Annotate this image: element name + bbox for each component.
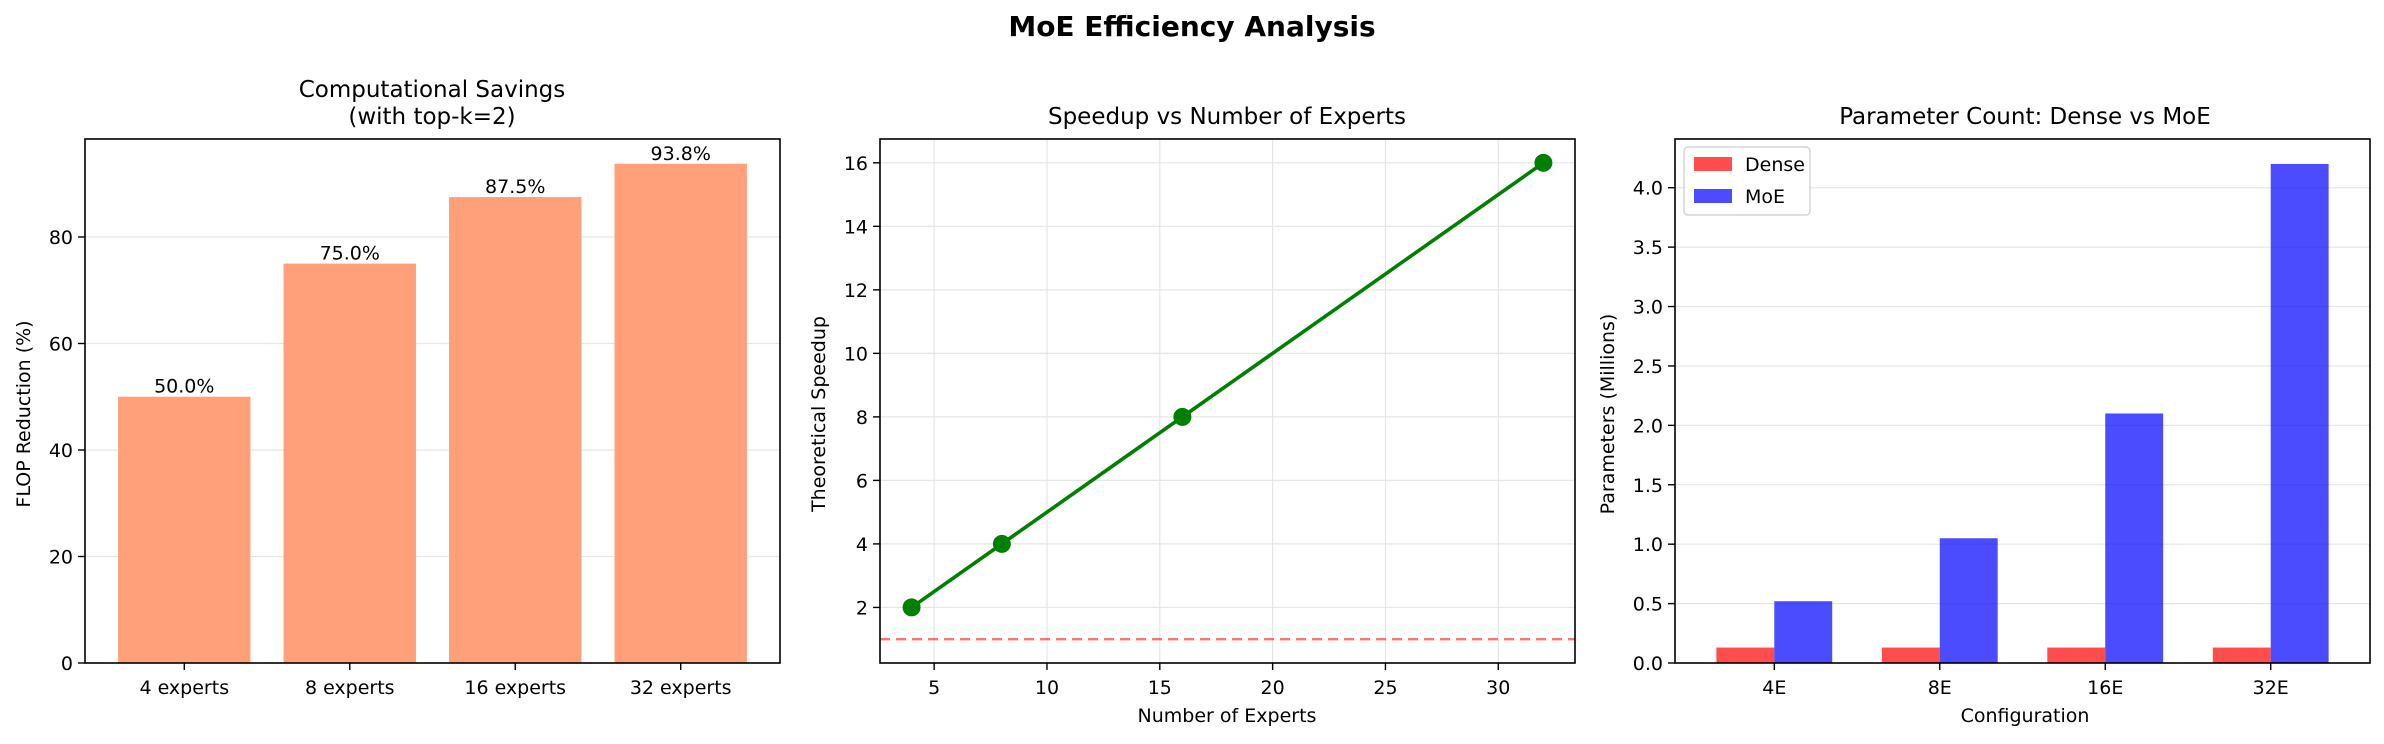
panel2-title: Speedup vs Number of Experts — [1048, 104, 1406, 130]
panel3-ytick-label: 0.0 — [1633, 653, 1663, 675]
panel2-ytick-label: 16 — [844, 153, 868, 175]
panel2-data-point — [902, 598, 921, 617]
panel3-ytick-label: 3.0 — [1633, 297, 1663, 319]
panel2-xtick-label: 15 — [1148, 677, 1172, 699]
panel1-bar-value-label: 50.0% — [154, 376, 214, 398]
panel3-xlabel: Configuration — [1961, 705, 2090, 727]
panel1-xtick-label: 32 experts — [630, 677, 732, 699]
panel3-ytick-label: 3.5 — [1633, 237, 1663, 259]
legend-label-dense: Dense — [1745, 154, 1805, 176]
panel3-xtick-label: 4E — [1762, 677, 1786, 699]
panel1-bar — [118, 396, 251, 663]
panel3-bar-dense — [1881, 647, 1940, 663]
panel3-bar-moe — [1939, 538, 1998, 663]
panel3-ytick-label: 4.0 — [1633, 178, 1663, 200]
panel3-bar-moe — [2105, 413, 2164, 663]
panel-computational-savings: Computational Savings (with top-k=2) FLO… — [13, 77, 781, 699]
panel1-bar-value-label: 93.8% — [651, 143, 711, 165]
panel1-title-line1: Computational Savings — [299, 77, 566, 103]
panel2-xtick-label: 20 — [1261, 677, 1285, 699]
panel1-bar-value-label: 75.0% — [320, 243, 380, 265]
panel2-ytick-label: 14 — [844, 216, 868, 238]
panel3-bar-moe — [1774, 601, 1833, 663]
panel1-xtick-label: 4 experts — [139, 677, 229, 699]
panel3-ytick-label: 2.5 — [1633, 356, 1663, 378]
panel2-ytick-label: 2 — [856, 597, 868, 619]
panel2-xtick-label: 10 — [1035, 677, 1059, 699]
panel-speedup: Speedup vs Number of Experts Theoretical… — [808, 104, 1576, 727]
panel3-ytick-label: 2.0 — [1633, 415, 1663, 437]
panel2-ytick-label: 8 — [856, 407, 868, 429]
panel3-ylabel: Parameters (Millions) — [1597, 314, 1619, 515]
panel2-ytick-label: 12 — [844, 280, 868, 302]
panel2-data-point — [1173, 407, 1192, 426]
panel3-xtick-label: 32E — [2253, 677, 2289, 699]
panel2-ylabel: Theoretical Speedup — [808, 316, 830, 513]
legend-label-moe: MoE — [1745, 186, 1785, 208]
panel1-ytick-label: 20 — [49, 546, 73, 568]
panel2-speedup-line — [910, 161, 1545, 609]
panel1-bar — [283, 263, 416, 663]
panel3-bar-dense — [1716, 647, 1775, 663]
panel2-ytick-label: 10 — [844, 343, 868, 365]
panel3-bar-moe — [2270, 163, 2329, 663]
panel1-ylabel: FLOP Reduction (%) — [13, 320, 35, 507]
panel2-ytick-label: 6 — [856, 470, 868, 492]
panel3-axes-frame — [1674, 138, 2371, 664]
panel-parameter-count: Parameter Count: Dense vs MoE Parameters… — [1597, 104, 2371, 727]
panel1-bar — [449, 197, 582, 663]
panel2-xtick-label: 25 — [1373, 677, 1397, 699]
panel3-ytick-label: 0.5 — [1633, 594, 1663, 616]
panel1-ytick-label: 0 — [61, 653, 73, 675]
panel1-ytick-label: 40 — [49, 440, 73, 462]
panel3-xtick-label: 8E — [1928, 677, 1952, 699]
panel1-axes-frame — [84, 138, 781, 664]
panel1-ytick-label: 60 — [49, 333, 73, 355]
panel3-bar-dense — [2212, 647, 2271, 663]
panel3-legend: Dense MoE — [1683, 146, 1811, 216]
panel1-title-line2: (with top-k=2) — [348, 104, 515, 130]
panel2-xtick-label: 30 — [1486, 677, 1510, 699]
panel2-xtick-label: 5 — [928, 677, 940, 699]
panel2-ytick-label: 4 — [856, 534, 868, 556]
panel1-ytick-label: 80 — [49, 227, 73, 249]
panel2-data-point — [992, 534, 1011, 553]
panel3-ytick-label: 1.5 — [1633, 475, 1663, 497]
panel2-axes-frame — [879, 138, 1576, 664]
panel3-ytick-label: 1.0 — [1633, 534, 1663, 556]
panel1-bar-value-label: 87.5% — [485, 176, 545, 198]
panel3-title: Parameter Count: Dense vs MoE — [1839, 104, 2211, 130]
legend-swatch-dense — [1694, 157, 1732, 171]
panel3-bar-dense — [2047, 647, 2106, 663]
panel2-xlabel: Number of Experts — [1138, 705, 1317, 727]
panel2-data-point — [1534, 153, 1553, 172]
panel1-bar — [614, 163, 747, 663]
panel1-xtick-label: 16 experts — [464, 677, 566, 699]
figure-suptitle: MoE Efficiency Analysis — [1008, 10, 1375, 43]
panel3-xtick-label: 16E — [2087, 677, 2123, 699]
panel1-xtick-label: 8 experts — [305, 677, 395, 699]
legend-swatch-moe — [1694, 189, 1732, 203]
